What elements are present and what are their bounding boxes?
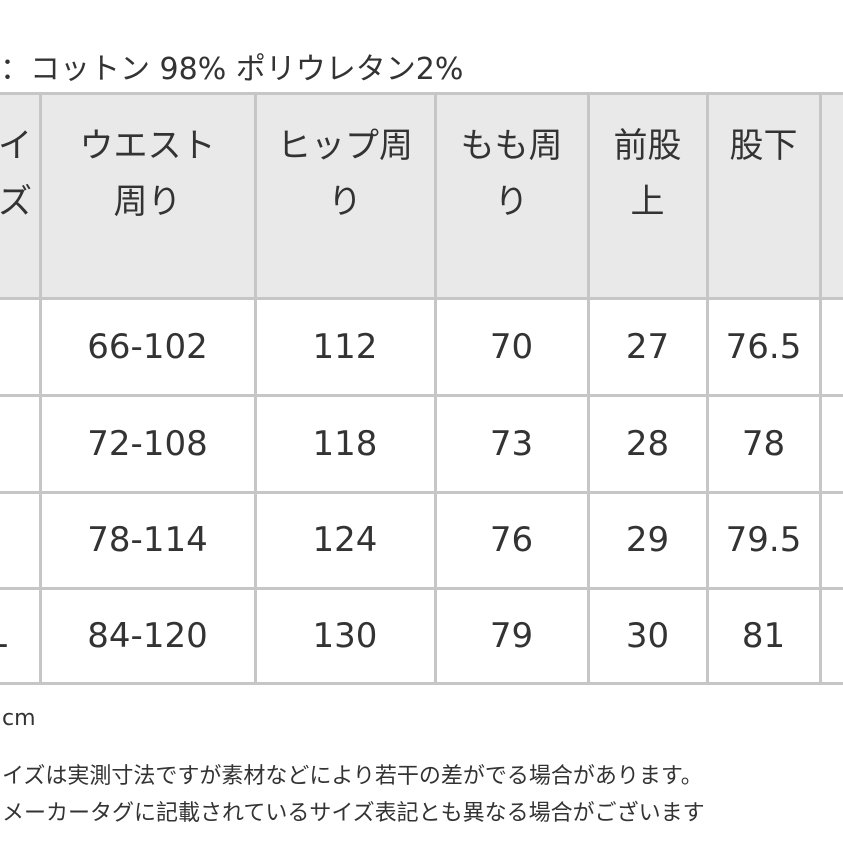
header-text: ズ — [0, 182, 32, 222]
cell-text: 118 — [312, 423, 378, 464]
cell-text: 28 — [625, 423, 670, 464]
cell-text: 72-108 — [87, 423, 208, 464]
header-text: ウエスト — [79, 126, 216, 166]
grid-h — [0, 491, 843, 494]
cell-text: 73 — [489, 423, 534, 464]
header-text: 周り — [113, 182, 182, 222]
cell-text: 81 — [741, 615, 786, 656]
grid-h — [0, 297, 843, 300]
grid-h — [0, 682, 843, 685]
grid-h — [0, 394, 843, 397]
cell-text: 79.5 — [725, 520, 802, 560]
header-text: り — [494, 182, 529, 222]
header-text: ヒップ周 — [277, 126, 413, 166]
note: cm — [2, 706, 36, 731]
cell-text: 66-102 — [87, 326, 208, 367]
material: ：コットン 98% ポリウレタン2% — [0, 52, 464, 87]
cell-text: L — [0, 588, 18, 683]
grid-v — [819, 93, 822, 685]
header-text: 上 — [630, 182, 665, 222]
cell-text: 78-114 — [87, 520, 208, 560]
cell-text: 112 — [312, 326, 378, 367]
cell-text: 70 — [489, 326, 534, 367]
cell-text: 84-120 — [87, 615, 208, 656]
cell-text: 76 — [489, 520, 534, 560]
note: メーカータグに記載されているサイズ表記とも異なる場合がございます — [2, 801, 705, 826]
grid-h — [0, 587, 843, 590]
cell-text: 130 — [312, 615, 378, 656]
grid-v — [706, 93, 709, 685]
cell-text: 27 — [625, 326, 670, 367]
cell-text: 124 — [312, 520, 378, 560]
header-text: もも周 — [460, 126, 563, 166]
grid-v — [434, 93, 437, 685]
header-text: り — [328, 182, 362, 222]
grid-v — [39, 93, 42, 685]
note: イズは実測寸法ですが素材などにより若干の差がでる場合があります。 — [2, 764, 703, 789]
grid-h — [0, 92, 843, 95]
header-text: 股下 — [729, 126, 798, 166]
header-bg — [0, 93, 843, 298]
cell-text: 29 — [625, 520, 670, 560]
cell-text: 79 — [489, 615, 534, 656]
header-text: 前股 — [613, 126, 682, 166]
header-text: イ — [0, 126, 32, 166]
grid-v — [587, 93, 590, 685]
cell-text: 76.5 — [725, 326, 802, 367]
cell-text: 78 — [741, 423, 786, 464]
cell-text: 30 — [625, 615, 670, 656]
grid-v — [254, 93, 257, 685]
